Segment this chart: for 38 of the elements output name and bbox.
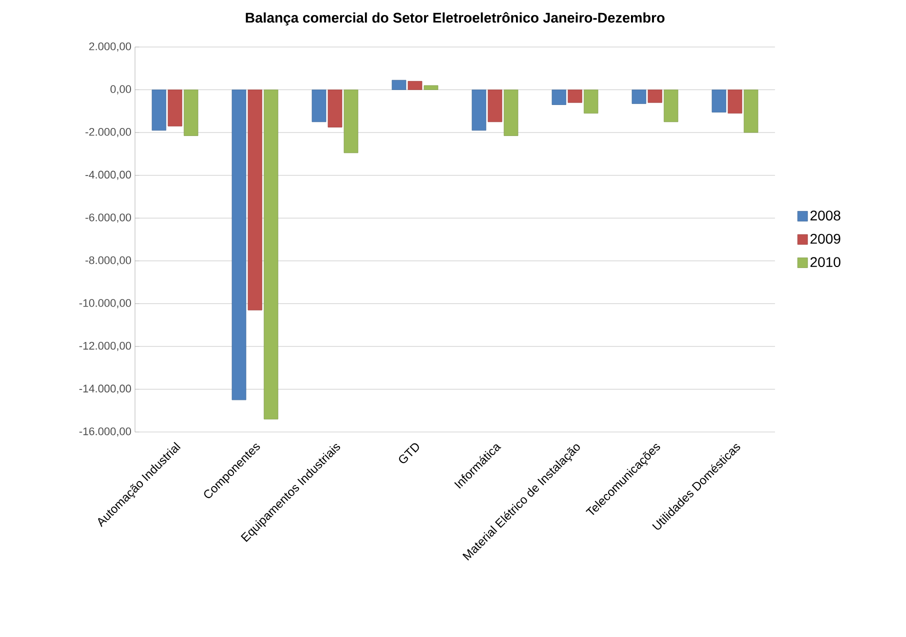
- bar: [632, 90, 646, 104]
- bar: [392, 80, 406, 90]
- bar: [552, 90, 566, 105]
- y-tick-label: -4.000,00: [85, 170, 132, 180]
- bar: [584, 90, 598, 114]
- bar: [264, 90, 278, 420]
- bar: [744, 90, 758, 133]
- bar: [648, 90, 662, 103]
- bar: [728, 90, 742, 114]
- y-tick-label: -12.000,00: [79, 342, 132, 351]
- bar: [408, 81, 422, 90]
- bar: [568, 90, 582, 103]
- bar: [328, 90, 342, 128]
- bar: [152, 90, 166, 131]
- legend-label: 2009: [810, 234, 840, 244]
- bar: [184, 90, 198, 136]
- y-tick-label: -16.000,00: [79, 427, 132, 437]
- legend-label: 2008: [810, 210, 840, 220]
- y-tick-label: 2.000,00: [89, 42, 132, 52]
- bar: [424, 85, 438, 90]
- chart-title: Balança comercial do Setor Eletroeletrônico Janeiro-Dezembro: [246, 12, 664, 26]
- y-tick-label: -8.000,00: [85, 256, 132, 266]
- bar: [504, 90, 518, 136]
- y-tick-label: -6.000,00: [85, 214, 132, 223]
- bar: [488, 90, 502, 122]
- y-tick-label: 0,00: [110, 85, 132, 94]
- legend-label: 2010: [810, 257, 840, 268]
- bar: [344, 90, 358, 154]
- bar: [472, 90, 486, 131]
- bar: [248, 90, 262, 310]
- bar: [232, 90, 246, 400]
- y-tick-label: -2.000,00: [85, 128, 132, 138]
- y-tick-label: -14.000,00: [79, 384, 132, 394]
- bar: [312, 90, 326, 122]
- bar: [168, 90, 182, 126]
- bar: [664, 90, 678, 122]
- bar: [712, 90, 726, 112]
- y-tick-label: -10.000,00: [79, 299, 132, 308]
